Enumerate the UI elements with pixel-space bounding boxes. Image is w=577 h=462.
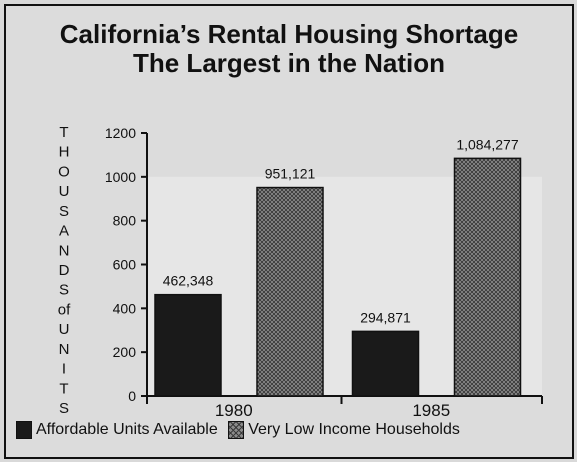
bar-affordable-1985 <box>351 330 420 397</box>
y-tick-label: 200 <box>113 344 137 360</box>
y-axis-label-letter: U <box>59 183 70 200</box>
y-tick-label: 1000 <box>105 169 136 185</box>
y-axis-label-letter: I <box>62 361 66 378</box>
y-axis-label-letter: S <box>59 203 69 220</box>
y-axis-label-letter: H <box>59 144 70 161</box>
y-tick-label: 400 <box>113 300 137 316</box>
y-axis-label-letter: O <box>58 163 70 180</box>
legend-label-affordable: Affordable Units Available <box>36 421 218 438</box>
bar-very-low-income-1980 <box>256 186 324 397</box>
legend-item-affordable: Affordable Units Available <box>16 421 218 439</box>
legend-swatch-affordable <box>16 421 32 439</box>
legend-item-very-low-income: Very Low Income Households <box>228 421 460 439</box>
y-axis-label-letter: S <box>59 282 69 299</box>
y-axis-label-letter: N <box>59 341 70 358</box>
bar-affordable-1980 <box>154 293 222 397</box>
bar-very-low-income-1985 <box>453 157 522 397</box>
y-axis-label-letter: S <box>59 400 69 417</box>
y-axis-label-letter: T <box>59 124 68 141</box>
chart-title-line-2: The Largest in the Nation <box>132 48 446 78</box>
data-label-very-low-income-1985: 1,084,277 <box>456 136 518 152</box>
chart-title-line-1: California’s Rental Housing Shortage <box>59 19 519 49</box>
x-category-label-1985: 1985 <box>412 401 450 420</box>
y-tick-label: 1200 <box>105 125 136 141</box>
y-axis-label-letter: U <box>59 321 70 338</box>
chart-title: California’s Rental Housing Shortage The… <box>6 20 572 78</box>
data-label-affordable-1980: 462,348 <box>163 273 214 289</box>
data-label-very-low-income-1980: 951,121 <box>265 166 316 182</box>
y-tick-label: 800 <box>113 213 137 229</box>
chart-frame: California’s Rental Housing Shortage The… <box>4 4 574 459</box>
legend-swatch-very-low-income <box>228 421 245 439</box>
y-axis-label-letter: of <box>58 301 71 318</box>
y-tick-label: 0 <box>128 388 136 404</box>
y-axis-label-letter: T <box>59 380 68 397</box>
y-axis-label-letter: A <box>59 223 69 240</box>
y-axis-label-letter: N <box>59 242 70 259</box>
legend: Affordable Units Available Very Low Inco… <box>16 421 576 444</box>
bar-chart: 0 200 400 600 800 1000 1200 462,348 951,121 1980 2… <box>58 124 543 420</box>
y-axis-label-letter: D <box>59 262 70 279</box>
y-tick-label: 600 <box>113 257 137 273</box>
data-label-affordable-1985: 294,871 <box>360 309 411 325</box>
legend-label-very-low-income: Very Low Income Households <box>248 421 460 438</box>
x-category-label-1980: 1980 <box>215 401 253 420</box>
